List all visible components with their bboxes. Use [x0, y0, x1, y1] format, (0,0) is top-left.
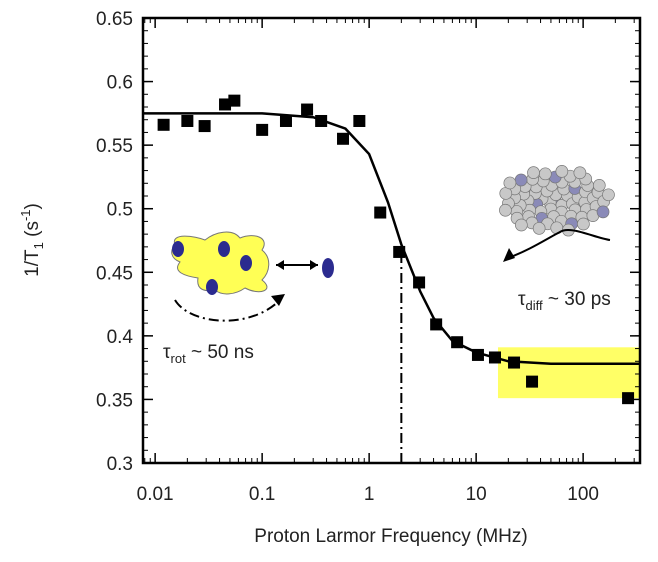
molecule	[499, 165, 615, 237]
data-point	[181, 114, 194, 127]
molecule-atom	[538, 167, 552, 181]
data-point	[228, 94, 241, 107]
y-axis-label: 1/T1 (s-1)	[18, 203, 46, 277]
illustrations	[171, 165, 615, 322]
data-point	[430, 318, 443, 331]
data-point	[374, 206, 387, 219]
molecule-atom	[577, 217, 590, 231]
x-axis-label: Proton Larmor Frequency (MHz)	[254, 526, 527, 547]
plot-frame	[141, 16, 642, 465]
y-tick-label: 0.35	[96, 390, 133, 411]
data-point	[353, 114, 366, 127]
molecule-atom	[532, 222, 546, 235]
molecule-atom	[555, 165, 569, 178]
data-point	[526, 375, 539, 388]
probe	[218, 241, 230, 257]
data-point	[279, 114, 292, 127]
molecule-atom	[596, 205, 610, 219]
data-point	[622, 392, 635, 405]
y-tick-label: 0.45	[96, 263, 133, 284]
arrow-head	[271, 294, 285, 306]
x-tick-label: 0.1	[249, 484, 275, 505]
molecule-atom	[573, 166, 587, 180]
data-point	[198, 120, 211, 133]
probe	[322, 258, 334, 278]
annotation: τdiff ~ 30 ps	[518, 289, 611, 313]
y-tick-label: 0.6	[107, 73, 133, 94]
probe	[172, 241, 184, 257]
rotation-arrow	[174, 299, 281, 322]
y-tick-label: 0.3	[107, 454, 133, 475]
molecule-atom	[592, 179, 606, 192]
probe	[206, 279, 218, 295]
protein-blob	[171, 231, 270, 295]
probe	[240, 255, 252, 271]
arrow-head	[503, 248, 515, 262]
data-point	[337, 132, 350, 145]
molecule-atom	[527, 166, 540, 179]
y-tick-label: 0.5	[107, 200, 133, 221]
molecule-atom	[503, 176, 517, 190]
y-tick-label: 0.4	[107, 327, 134, 348]
molecule-atom	[514, 173, 528, 187]
fit-curve	[143, 112, 640, 366]
molecule-atom	[499, 203, 512, 217]
data-point	[301, 103, 314, 116]
molecule-atom	[515, 218, 528, 232]
y-tick-label: 0.65	[96, 9, 133, 30]
x-tick-label: 100	[567, 484, 599, 505]
data-point	[157, 118, 170, 131]
highlight-band	[497, 347, 640, 399]
data-point	[219, 98, 232, 111]
y-tick-label: 0.55	[96, 136, 133, 157]
molecule-atom	[602, 188, 615, 202]
annotation: τrot ~ 50 ns	[163, 342, 254, 366]
diffusion-arrow	[507, 229, 611, 259]
x-tick-label: 0.01	[137, 484, 174, 505]
x-tick-label: 1	[364, 484, 375, 505]
data-point	[256, 123, 269, 136]
x-tick-label: 10	[466, 484, 487, 505]
